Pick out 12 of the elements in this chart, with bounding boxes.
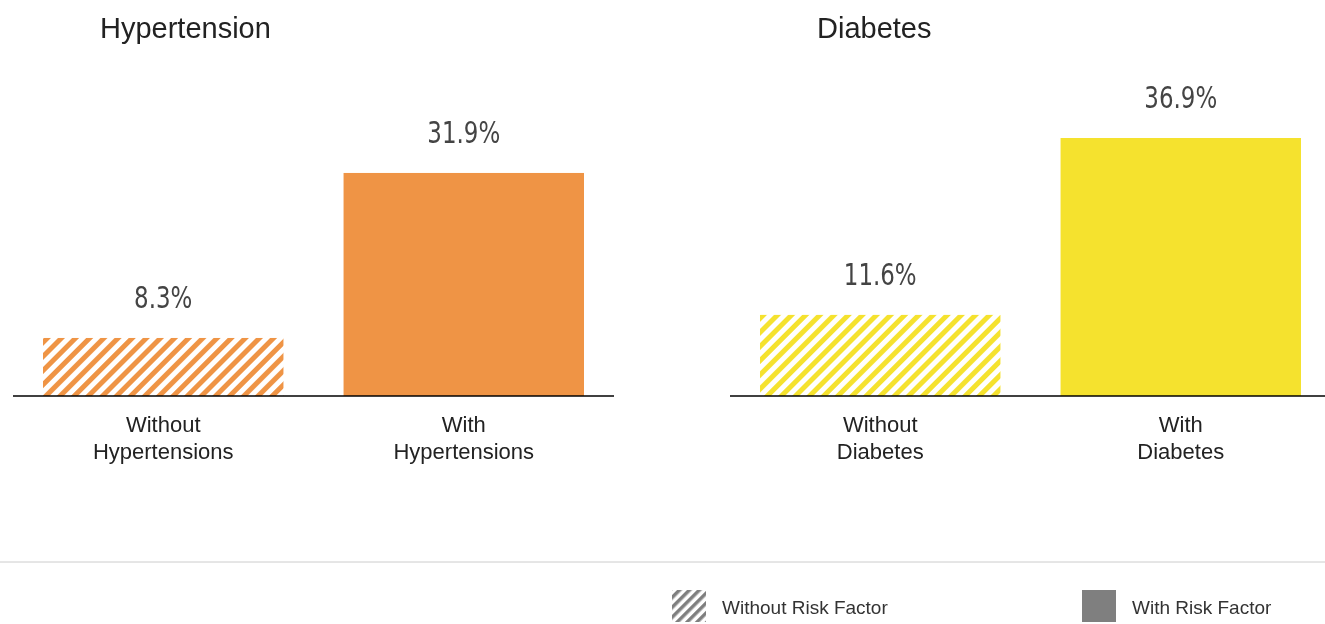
x-tick-label: With Hypertensions <box>393 412 535 464</box>
text: Without Risk Factor <box>722 597 889 618</box>
text: With Risk Factor <box>1132 597 1273 618</box>
chart-title: Hypertension <box>100 12 271 44</box>
x-tick-label: Without Hypertensions <box>92 412 234 464</box>
x-tick-label: With Diabetes <box>1137 412 1225 464</box>
data-label: 31.9% <box>427 114 501 151</box>
chart-title: Diabetes <box>817 12 932 44</box>
data-label: 36.9% <box>1144 79 1218 116</box>
data-label: 11.6% <box>843 256 917 293</box>
data-label: 8.3% <box>134 279 193 316</box>
x-tick-label: Without Diabetes <box>836 412 924 464</box>
